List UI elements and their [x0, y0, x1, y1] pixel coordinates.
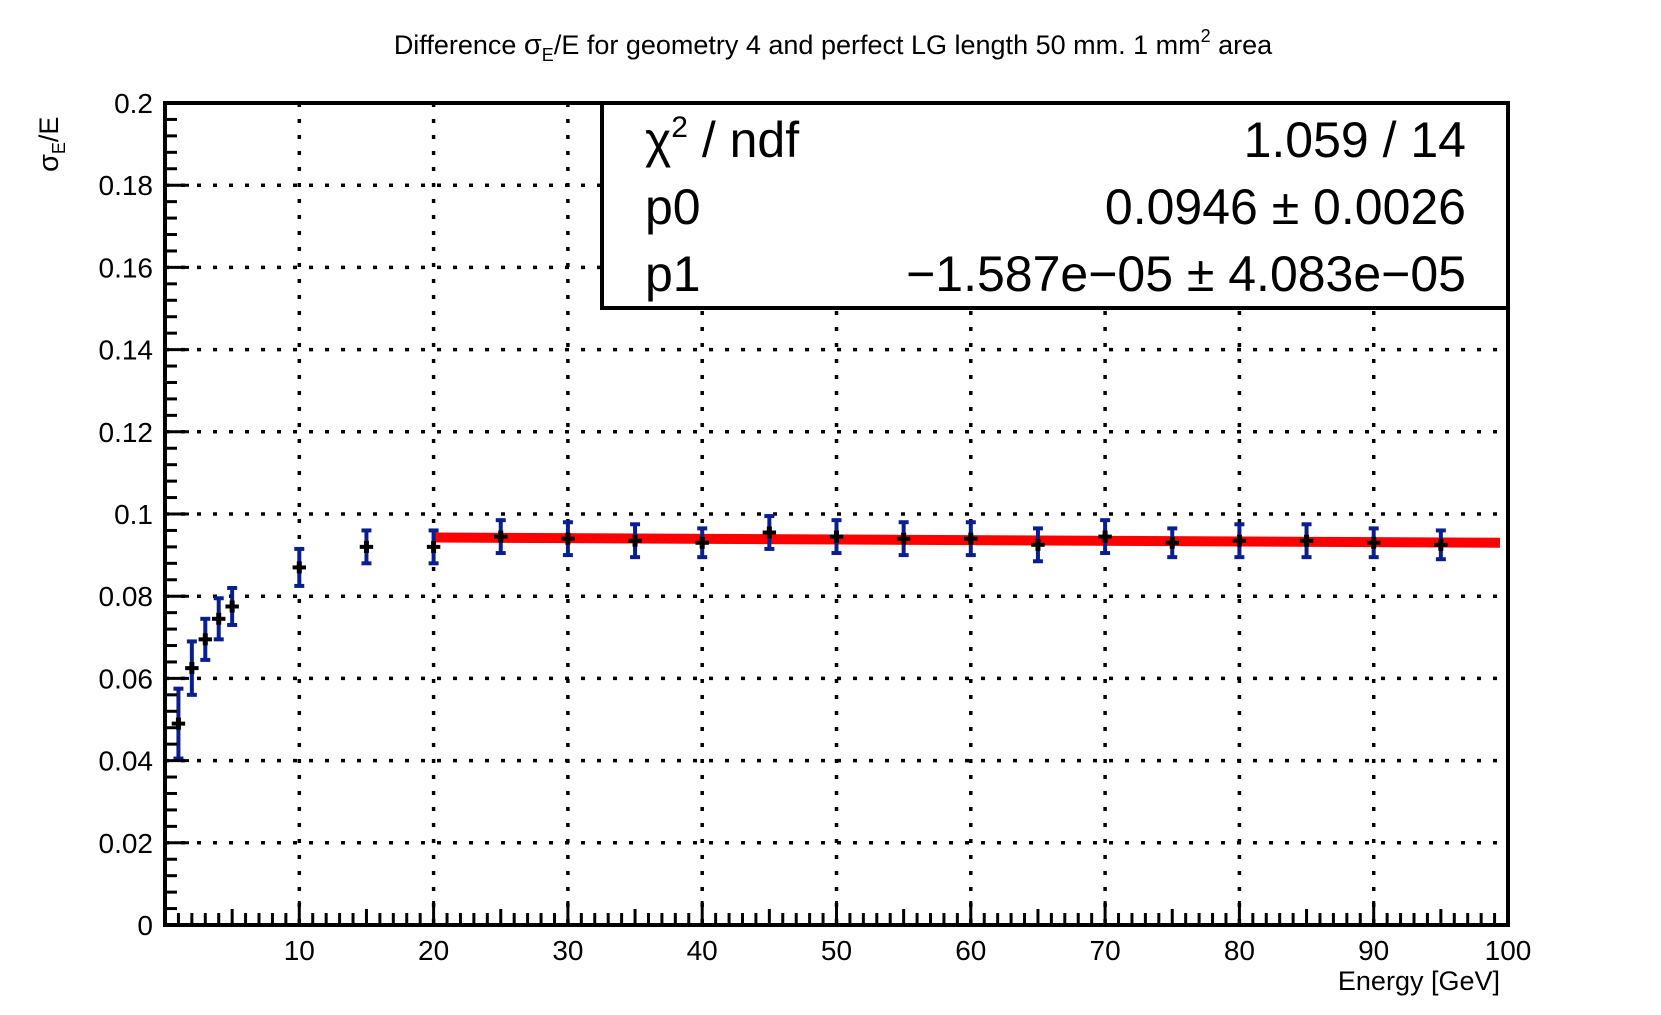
data-point: [426, 528, 441, 566]
data-point: [896, 520, 911, 558]
data-point: [695, 526, 709, 560]
data-point: [829, 518, 844, 556]
y-tick-label: 0.02: [99, 828, 154, 859]
data-point: [494, 518, 508, 556]
data-point: [1165, 526, 1179, 560]
stats-chi2-value: 1.059 / 14: [1244, 112, 1466, 168]
data-point: [628, 522, 642, 560]
data-point: [964, 520, 978, 558]
data-points: [171, 514, 1448, 761]
data-point: [185, 639, 199, 697]
x-tick-label: 50: [821, 935, 852, 966]
data-point: [762, 514, 777, 551]
data-point: [1098, 518, 1112, 556]
stats-chi2-label: χ2 / ndf: [645, 111, 799, 168]
x-tick-label: 90: [1358, 935, 1389, 966]
y-tick-label: 0.06: [99, 663, 154, 694]
x-axis-label: Energy [GeV]: [1338, 966, 1500, 996]
data-point: [1299, 522, 1314, 560]
y-tick-label: 0.2: [114, 88, 153, 119]
data-point: [1232, 522, 1247, 560]
y-tick-label: 0.12: [99, 417, 154, 448]
x-tick-label: 10: [284, 935, 315, 966]
stats-p1-label: p1: [645, 246, 701, 302]
svg-text:σE/E: σE/E: [33, 117, 69, 172]
data-point: [225, 585, 239, 627]
data-point: [1031, 526, 1045, 564]
y-tick-label: 0.08: [99, 581, 154, 612]
y-tick-label: 0.04: [99, 746, 154, 777]
stats-box: χ2 / ndf 1.059 / 14 p0 0.0946 ± 0.0026 p…: [600, 101, 1510, 310]
x-tick-label: 100: [1485, 935, 1532, 966]
tick-labels: 10 20 30 40 50 60 70 80 90 100 0 0.02 0.04 0.06 0.08 0.…: [99, 88, 1532, 966]
y-tick-label: 0.1: [114, 499, 153, 530]
data-point: [198, 616, 213, 662]
y-tick-label: 0: [137, 910, 153, 941]
x-tick-label: 30: [552, 935, 583, 966]
x-tick-label: 40: [687, 935, 718, 966]
axis-ticks: [163, 101, 1510, 927]
y-tick-label: 0.14: [99, 335, 154, 366]
stats-p1-value: −1.587e−05 ± 4.083e−05: [906, 246, 1466, 302]
data-point: [561, 520, 575, 558]
x-tick-label: 70: [1090, 935, 1121, 966]
data-point: [171, 686, 186, 761]
x-tick-label: 80: [1224, 935, 1255, 966]
y-tick-label: 0.18: [99, 170, 154, 201]
data-point: [212, 596, 226, 642]
stats-p0-label: p0: [645, 179, 701, 235]
data-point: [1366, 526, 1381, 560]
x-tick-label: 20: [418, 935, 449, 966]
y-tick-label: 0.16: [99, 252, 154, 283]
data-point: [292, 546, 307, 588]
data-point: [359, 528, 374, 566]
data-point: [1434, 528, 1448, 562]
chart-title: Difference σE/E for geometry 4 and perfe…: [394, 26, 1273, 65]
stats-p0-value: 0.0946 ± 0.0026: [1105, 179, 1466, 235]
x-tick-label: 60: [955, 935, 986, 966]
y-axis-label: σE/E: [33, 117, 69, 172]
stats-box-frame: [600, 101, 1510, 310]
